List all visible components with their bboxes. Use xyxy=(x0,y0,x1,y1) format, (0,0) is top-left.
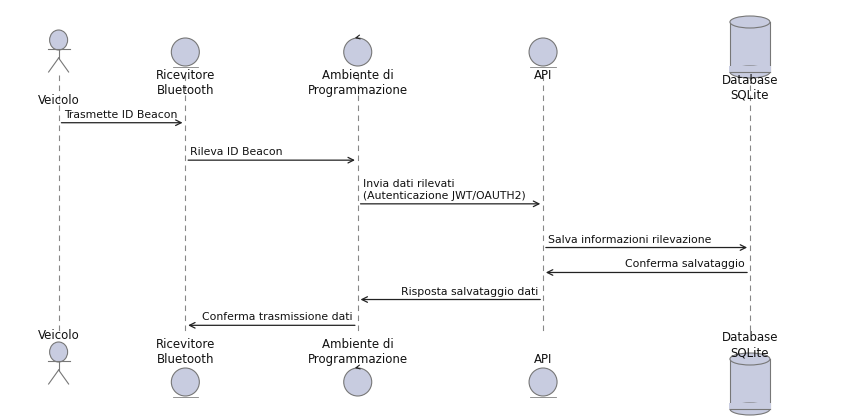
Bar xyxy=(729,359,769,409)
Text: Ricevitore
Bluetooth: Ricevitore Bluetooth xyxy=(156,69,214,97)
Text: API: API xyxy=(533,69,552,82)
Ellipse shape xyxy=(729,16,769,28)
Text: Database
SQLite: Database SQLite xyxy=(721,74,777,102)
Text: Ambiente di
Programmazione: Ambiente di Programmazione xyxy=(307,338,407,366)
Text: Risposta salvataggio dati: Risposta salvataggio dati xyxy=(400,287,537,297)
Ellipse shape xyxy=(171,38,199,66)
Text: Veicolo: Veicolo xyxy=(38,94,79,107)
Ellipse shape xyxy=(729,403,769,415)
Ellipse shape xyxy=(529,38,556,66)
Text: Veicolo: Veicolo xyxy=(38,329,79,342)
Ellipse shape xyxy=(50,30,67,50)
Bar xyxy=(728,403,770,409)
Text: Database
SQLite: Database SQLite xyxy=(721,331,777,359)
Text: Conferma trasmissione dati: Conferma trasmissione dati xyxy=(202,312,352,322)
Ellipse shape xyxy=(729,66,769,78)
Ellipse shape xyxy=(344,368,371,396)
Bar xyxy=(729,22,769,72)
Ellipse shape xyxy=(529,368,556,396)
Text: Invia dati rilevati
(Autenticazione JWT/OAUTH2): Invia dati rilevati (Autenticazione JWT/… xyxy=(362,179,525,201)
Text: API: API xyxy=(533,353,552,366)
Bar xyxy=(728,66,770,72)
Ellipse shape xyxy=(171,368,199,396)
Text: Trasmette ID Beacon: Trasmette ID Beacon xyxy=(64,110,177,120)
Text: Rileva ID Beacon: Rileva ID Beacon xyxy=(190,147,282,157)
Text: Salva informazioni rilevazione: Salva informazioni rilevazione xyxy=(548,235,710,245)
Text: Conferma salvataggio: Conferma salvataggio xyxy=(624,260,744,270)
Ellipse shape xyxy=(729,353,769,365)
Ellipse shape xyxy=(50,342,67,362)
Ellipse shape xyxy=(344,38,371,66)
Text: Ricevitore
Bluetooth: Ricevitore Bluetooth xyxy=(156,338,214,366)
Text: Ambiente di
Programmazione: Ambiente di Programmazione xyxy=(307,69,407,97)
